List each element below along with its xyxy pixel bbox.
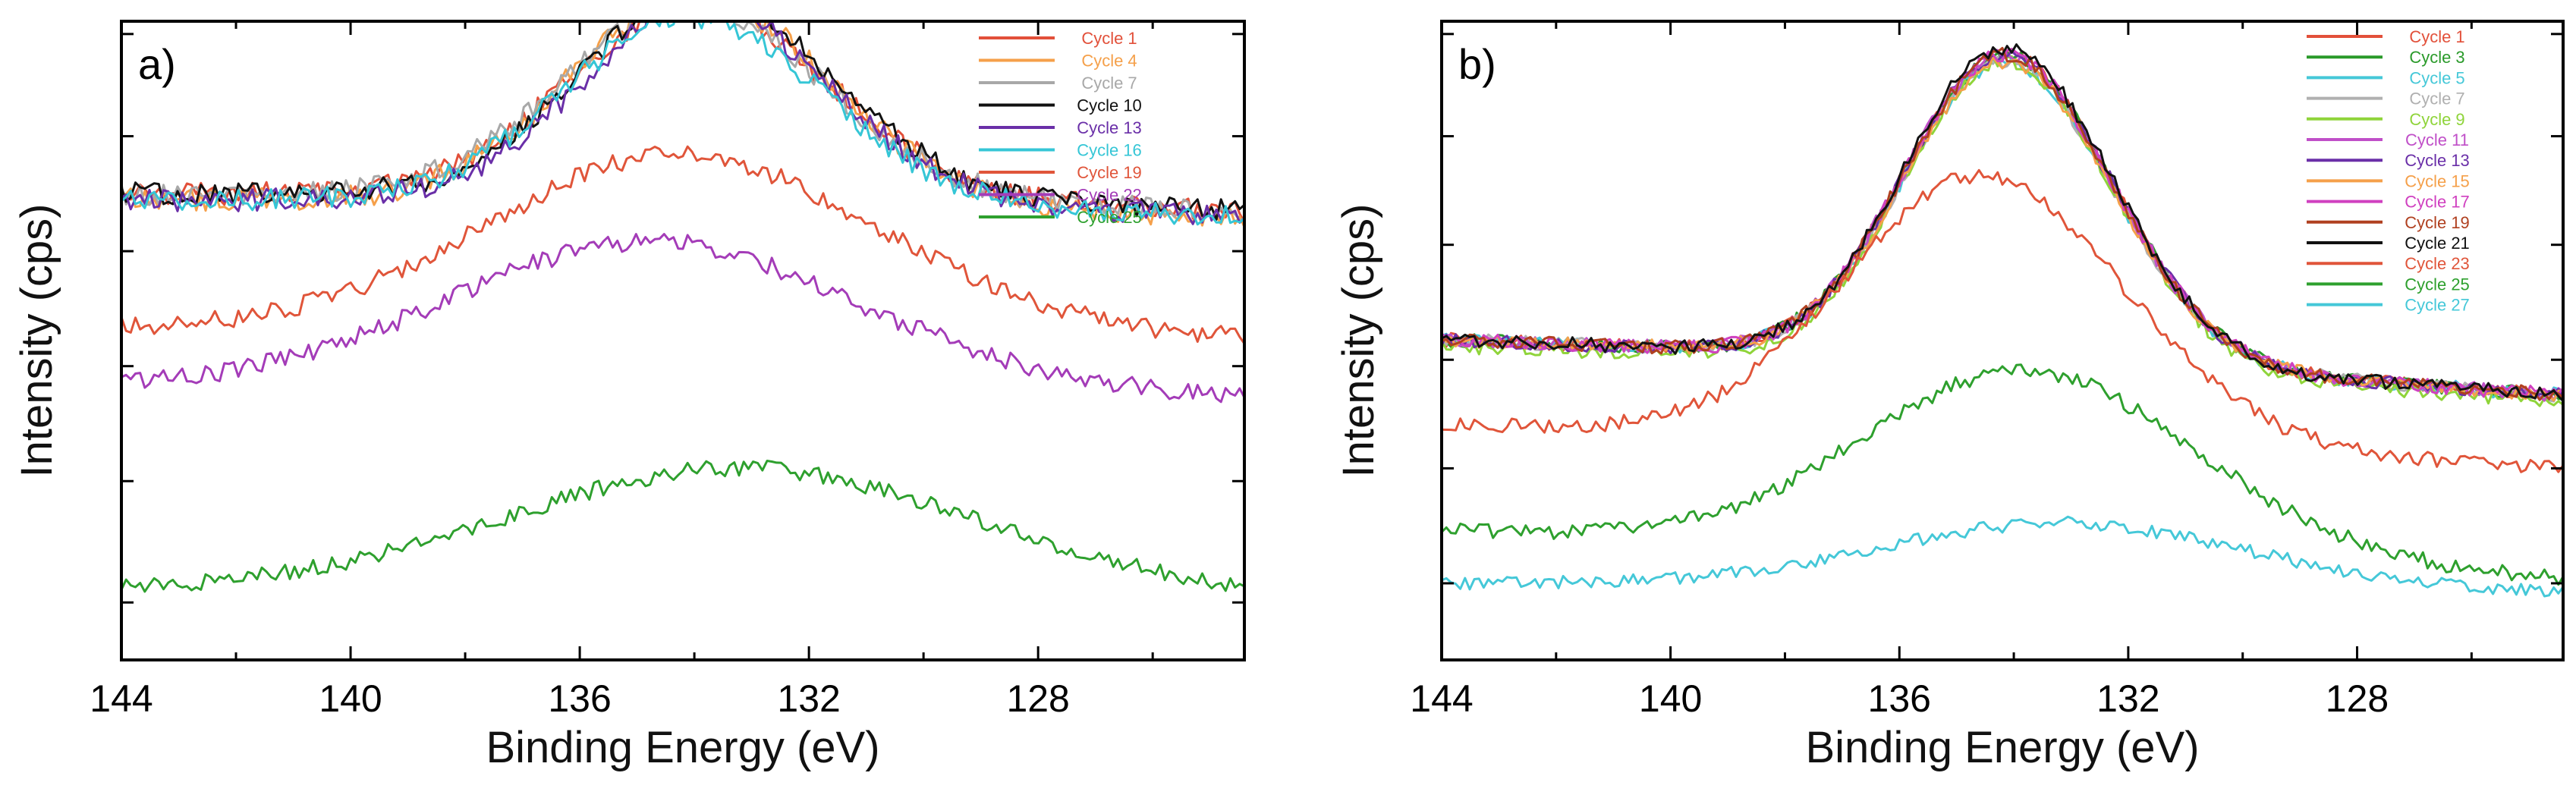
- series-line-cycle-9: [1442, 55, 2563, 407]
- legend-entry-label: Cycle 5: [2409, 68, 2464, 87]
- legend-entry-label: Cycle 1: [2409, 27, 2464, 46]
- legend-entry-label: Cycle 4: [1081, 52, 1137, 71]
- series-line-cycle-25: [121, 460, 1244, 593]
- legend-entry-label: Cycle 9: [2409, 110, 2464, 129]
- legend-entry-label: Cycle 27: [2405, 296, 2470, 315]
- panel-label: a): [138, 40, 176, 88]
- x-axis-label: Binding Energy (eV): [1805, 723, 2199, 772]
- plot-frame: [120, 20, 1246, 661]
- legend-entry-label: Cycle 25: [2405, 275, 2470, 294]
- series-line-cycle-17: [1442, 48, 2563, 398]
- series-group: [1442, 43, 2563, 598]
- x-tick-label: 136: [1868, 677, 1931, 720]
- legend-entry-label: Cycle 25: [1077, 208, 1142, 227]
- legend-entry-label: Cycle 13: [2405, 151, 2470, 170]
- series-line-cycle-13: [121, 21, 1244, 225]
- legend-entry-label: Cycle 3: [2409, 48, 2464, 67]
- legend-entry-label: Cycle 7: [2409, 90, 2464, 108]
- series-line-cycle-15: [1442, 56, 2563, 402]
- legend-entry-label: Cycle 10: [1077, 96, 1142, 115]
- legend-entry-label: Cycle 16: [1077, 141, 1142, 160]
- legend-entry-label: Cycle 19: [1077, 163, 1142, 182]
- series-line-cycle-10: [121, 21, 1244, 221]
- y-axis-label: Intensity (cps): [1334, 204, 1383, 478]
- x-tick-label: 144: [90, 677, 153, 720]
- chart-panel-b: 144 140 136 132 128 Binding Energy (eV) Intens…: [1334, 20, 2565, 772]
- legend-entry-label: Cycle 22: [1077, 186, 1142, 205]
- series-line-cycle-25: [1442, 363, 2563, 586]
- legend-entry-label: Cycle 23: [2405, 254, 2470, 273]
- series-line-cycle-19: [121, 145, 1244, 344]
- legend-entry-label: Cycle 7: [1081, 74, 1137, 93]
- series-line-cycle-27: [1442, 515, 2563, 598]
- x-axis-label: Binding Energy (eV): [486, 723, 879, 772]
- legend-entry-label: Cycle 15: [2405, 171, 2470, 190]
- x-tick-label: 132: [777, 677, 840, 720]
- x-tick-label: 132: [2096, 677, 2159, 720]
- legend-entry-label: Cycle 17: [2405, 193, 2470, 212]
- y-axis-label: Intensity (cps): [12, 204, 61, 478]
- series-line-cycle-16: [121, 21, 1244, 226]
- series-line-cycle-21: [1442, 43, 2563, 402]
- series-group: [121, 21, 1244, 593]
- x-tick-label: 128: [2326, 677, 2389, 720]
- legend-entry-label: Cycle 21: [2405, 234, 2470, 253]
- legend-entry-label: Cycle 11: [2405, 130, 2469, 149]
- legend-entry-label: Cycle 19: [2405, 213, 2470, 232]
- plot-frame: [1440, 20, 2565, 661]
- x-tick-label: 136: [548, 677, 611, 720]
- legend: Cycle 1 Cycle 4 Cycle 7 Cycle 10 Cycle 13 Cyc…: [979, 29, 1142, 227]
- panel-label: b): [1458, 40, 1496, 88]
- series-line-cycle-22: [121, 233, 1244, 404]
- x-tick-label: 140: [1639, 677, 1702, 720]
- chart-panel-a: 144 140 136 132 128 Binding Energy (eV) Intens…: [12, 20, 1246, 772]
- x-tick-label: 140: [319, 677, 382, 720]
- x-tick-label: 128: [1006, 677, 1069, 720]
- legend-entry-label: Cycle 13: [1077, 118, 1142, 137]
- legend-entry-label: Cycle 1: [1081, 29, 1137, 48]
- x-tick-label: 144: [1410, 677, 1473, 720]
- series-line-cycle-23: [1442, 168, 2563, 473]
- series-line-cycle-19: [1442, 46, 2563, 401]
